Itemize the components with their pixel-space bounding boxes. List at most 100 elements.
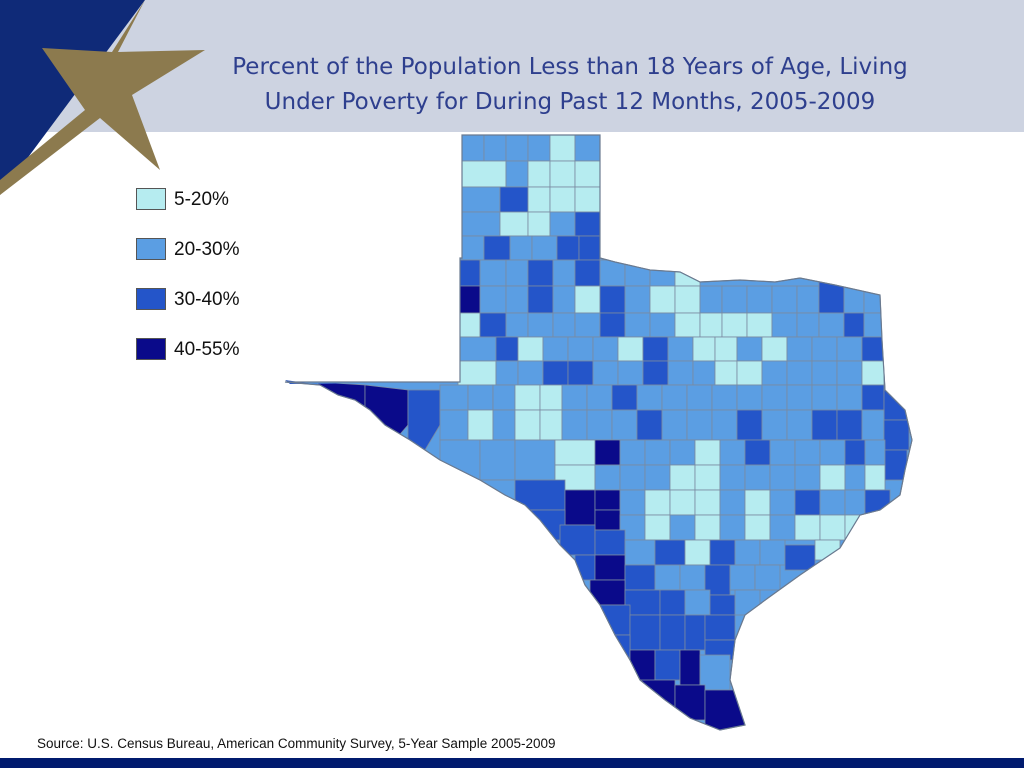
county	[744, 489, 771, 516]
county	[461, 235, 485, 261]
county	[439, 409, 469, 441]
county	[761, 360, 788, 386]
county	[492, 409, 516, 441]
county	[674, 259, 701, 287]
county	[679, 564, 706, 591]
county	[624, 285, 651, 314]
county	[811, 360, 838, 386]
county	[561, 384, 588, 411]
county	[527, 135, 551, 162]
footer-bar	[0, 758, 1024, 768]
county	[786, 384, 813, 411]
legend-swatch	[136, 238, 166, 260]
county	[694, 489, 721, 516]
county	[744, 514, 771, 541]
county	[495, 336, 519, 362]
county	[692, 336, 716, 362]
county	[709, 594, 736, 616]
county	[736, 360, 763, 386]
county	[649, 285, 676, 314]
county	[684, 539, 711, 566]
county	[527, 186, 551, 213]
county	[574, 259, 601, 287]
county	[556, 235, 580, 261]
county	[699, 654, 731, 691]
county	[531, 235, 558, 261]
county	[461, 135, 485, 162]
county	[719, 514, 746, 541]
county	[709, 539, 736, 566]
county	[736, 384, 763, 411]
county	[642, 360, 669, 386]
legend-label: 5-20%	[174, 189, 229, 210]
county	[654, 649, 681, 681]
county	[649, 259, 676, 287]
county	[479, 285, 507, 314]
county	[699, 312, 723, 338]
county	[574, 285, 601, 314]
county	[861, 360, 885, 386]
county	[479, 439, 516, 481]
county	[552, 285, 576, 314]
county	[714, 360, 738, 386]
county	[611, 409, 638, 441]
county	[736, 336, 763, 362]
county	[844, 489, 866, 516]
county	[714, 336, 738, 362]
county	[746, 285, 773, 314]
county	[549, 211, 576, 237]
county	[771, 312, 798, 338]
county	[746, 312, 773, 338]
county	[843, 312, 865, 338]
county	[457, 285, 481, 314]
county	[457, 312, 481, 338]
county	[457, 336, 497, 362]
county	[499, 186, 529, 213]
county	[554, 439, 596, 466]
legend-swatch	[136, 338, 166, 360]
county	[594, 554, 626, 581]
county	[599, 604, 631, 636]
county	[505, 259, 529, 287]
county	[564, 489, 596, 526]
county	[514, 439, 556, 481]
county	[864, 439, 886, 466]
county	[574, 160, 601, 188]
county	[818, 279, 845, 314]
county	[784, 544, 816, 571]
county	[719, 464, 746, 491]
county	[629, 614, 661, 651]
county	[549, 186, 576, 213]
county	[644, 489, 671, 516]
county	[574, 312, 601, 338]
county	[719, 439, 746, 466]
county	[711, 409, 738, 441]
county	[467, 409, 494, 441]
county	[457, 259, 481, 287]
county	[317, 381, 366, 456]
county	[883, 389, 910, 421]
county	[549, 135, 576, 162]
county	[692, 360, 716, 386]
county	[704, 689, 751, 730]
county	[617, 360, 644, 386]
county	[578, 235, 601, 261]
county	[552, 259, 576, 287]
county	[624, 539, 656, 566]
county	[684, 614, 706, 651]
county	[505, 135, 529, 162]
county	[409, 459, 471, 561]
county	[818, 312, 845, 338]
county	[539, 409, 563, 441]
county	[861, 409, 885, 441]
county	[617, 336, 644, 362]
county	[517, 336, 544, 362]
county	[469, 479, 516, 541]
county	[527, 211, 551, 237]
county	[704, 614, 736, 641]
star-logo-icon	[0, 0, 205, 195]
county	[699, 285, 723, 314]
county	[539, 384, 563, 411]
county	[659, 589, 686, 616]
county	[669, 514, 696, 541]
